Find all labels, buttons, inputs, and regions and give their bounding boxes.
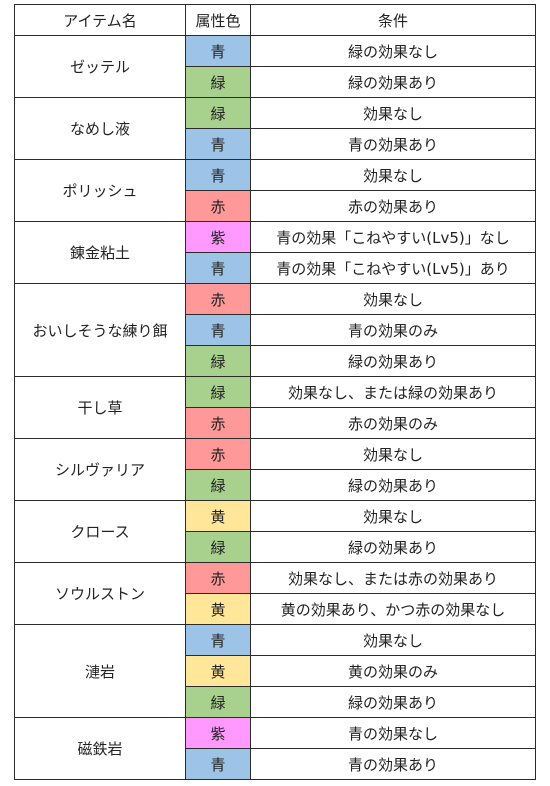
- item-name-cell: 干し草: [14, 376, 186, 439]
- table-row: なめし液緑効果なし: [14, 97, 536, 160]
- table-row: おいしそうな練り餌赤効果なし: [14, 283, 536, 377]
- attribute-color-cell: 紫: [185, 221, 251, 253]
- condition-cell: 効果なし、または赤の効果あり: [250, 562, 536, 594]
- attribute-color-cell: 赤: [185, 283, 251, 315]
- item-name-cell: シルヴァリア: [14, 438, 186, 501]
- table-row: 黄黄の効果あり、かつ赤の効果なし: [15, 593, 536, 625]
- table-row: 緑緑の効果あり: [15, 66, 536, 98]
- attribute-color-cell: 緑: [185, 97, 251, 129]
- table-body: ゼッテル青緑の効果なし緑緑の効果あり なめし液緑効果なし青青の効果あり ポリッシュ青…: [14, 35, 536, 780]
- condition-cell: 緑の効果なし: [250, 35, 536, 67]
- table-row: 赤赤の効果のみ: [15, 407, 536, 439]
- condition-cell: 青の効果あり: [250, 748, 536, 780]
- table-row: 青青の効果あり: [15, 748, 536, 780]
- table-row: ポリッシュ青効果なし: [14, 159, 536, 222]
- condition-cell: 効果なし: [250, 159, 536, 191]
- condition-cell: 効果なし: [250, 624, 536, 656]
- item-name-cell: 磁鉄岩: [14, 717, 186, 780]
- item-name-cell: ゼッテル: [14, 35, 186, 98]
- attribute-color-cell: 黄: [185, 593, 251, 625]
- table-row: ソウルストン赤効果なし、または赤の効果あり: [14, 562, 536, 625]
- condition-cell: 緑の効果あり: [250, 686, 536, 718]
- attribute-color-cell: 青: [185, 252, 251, 284]
- table-row: 干し草緑効果なし、または緑の効果あり: [14, 376, 536, 439]
- table-row: シルヴァリア赤効果なし: [14, 438, 536, 501]
- table-row: 漣岩青効果なし: [14, 624, 536, 718]
- item-name-cell: おいしそうな練り餌: [14, 283, 186, 377]
- condition-cell: 赤の効果あり: [250, 190, 536, 222]
- condition-cell: 緑の効果あり: [250, 66, 536, 98]
- table-row: 青青の効果あり: [15, 128, 536, 160]
- table-row: クロース黄効果なし: [14, 500, 536, 563]
- condition-cell: 青の効果「こねやすい(Lv5)」あり: [250, 252, 536, 284]
- attribute-color-cell: 黄: [185, 500, 251, 532]
- attribute-color-cell: 青: [185, 748, 251, 780]
- table-row: 赤赤の効果あり: [15, 190, 536, 222]
- condition-cell: 黄の効果のみ: [250, 655, 536, 687]
- table-row: 錬金粘土紫青の効果「こねやすい(Lv5)」なし: [14, 221, 536, 284]
- condition-cell: 黄の効果あり、かつ赤の効果なし: [250, 593, 536, 625]
- table-row: 黄黄の効果のみ: [15, 655, 536, 687]
- header-row: アイテム名 属性色 条件: [14, 4, 536, 36]
- condition-cell: 青の効果なし: [250, 717, 536, 749]
- attribute-color-cell: 緑: [185, 531, 251, 563]
- table-row: ゼッテル青緑の効果なし: [14, 35, 536, 98]
- attribute-color-cell: 青: [185, 314, 251, 346]
- attribute-color-cell: 青: [185, 128, 251, 160]
- table-row: 緑緑の効果あり: [15, 686, 536, 718]
- attribute-color-cell: 青: [185, 35, 251, 67]
- table-row: 青青の効果のみ: [15, 314, 536, 346]
- attribute-color-cell: 緑: [185, 66, 251, 98]
- attribute-color-cell: 緑: [185, 469, 251, 501]
- header-condition: 条件: [250, 4, 536, 36]
- attribute-color-cell: 赤: [185, 190, 251, 222]
- condition-cell: 効果なし: [250, 438, 536, 470]
- condition-cell: 青の効果のみ: [250, 314, 536, 346]
- attribute-color-cell: 紫: [185, 717, 251, 749]
- table-row: 緑緑の効果あり: [15, 469, 536, 501]
- condition-cell: 効果なし: [250, 283, 536, 315]
- table-row: 緑緑の効果あり: [15, 345, 536, 377]
- condition-cell: 赤の効果のみ: [250, 407, 536, 439]
- attribute-color-cell: 緑: [185, 345, 251, 377]
- condition-cell: 緑の効果あり: [250, 469, 536, 501]
- header-attribute-color: 属性色: [185, 4, 251, 36]
- attribute-color-cell: 青: [185, 159, 251, 191]
- attribute-color-cell: 赤: [185, 562, 251, 594]
- attribute-color-cell: 緑: [185, 686, 251, 718]
- header-item-name: アイテム名: [14, 4, 186, 36]
- item-name-cell: ポリッシュ: [14, 159, 186, 222]
- item-name-cell: ソウルストン: [14, 562, 186, 625]
- condition-cell: 緑の効果あり: [250, 345, 536, 377]
- item-name-cell: なめし液: [14, 97, 186, 160]
- table-row: 青青の効果「こねやすい(Lv5)」あり: [15, 252, 536, 284]
- item-name-cell: 錬金粘土: [14, 221, 186, 284]
- condition-cell: 効果なし: [250, 97, 536, 129]
- attribute-color-cell: 青: [185, 624, 251, 656]
- condition-cell: 効果なし、または緑の効果あり: [250, 376, 536, 408]
- condition-cell: 緑の効果あり: [250, 531, 536, 563]
- item-name-cell: 漣岩: [14, 624, 186, 718]
- attribute-color-cell: 緑: [185, 376, 251, 408]
- attribute-color-cell: 赤: [185, 407, 251, 439]
- condition-cell: 効果なし: [250, 500, 536, 532]
- table-row: 磁鉄岩紫青の効果なし: [14, 717, 536, 780]
- attribute-color-cell: 赤: [185, 438, 251, 470]
- item-name-cell: クロース: [14, 500, 186, 563]
- item-condition-table: アイテム名 属性色 条件 ゼッテル青緑の効果なし緑緑の効果あり なめし液緑効果なし…: [14, 4, 536, 780]
- condition-cell: 青の効果あり: [250, 128, 536, 160]
- attribute-color-cell: 黄: [185, 655, 251, 687]
- condition-cell: 青の効果「こねやすい(Lv5)」なし: [250, 221, 536, 253]
- table-row: 緑緑の効果あり: [15, 531, 536, 563]
